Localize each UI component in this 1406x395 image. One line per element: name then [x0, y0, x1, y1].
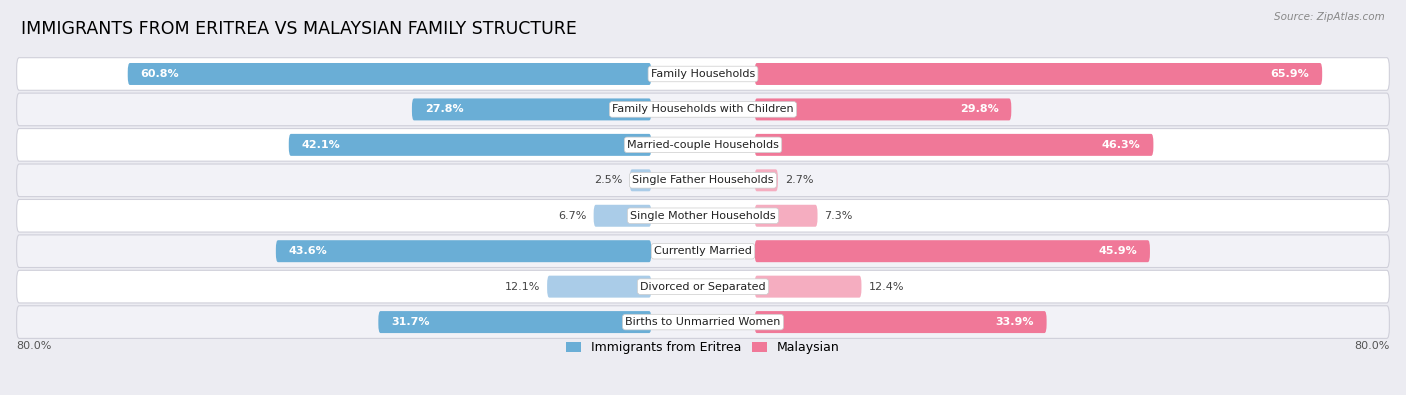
Text: 60.8%: 60.8%: [141, 69, 180, 79]
Text: 42.1%: 42.1%: [302, 140, 340, 150]
Text: IMMIGRANTS FROM ERITREA VS MALAYSIAN FAMILY STRUCTURE: IMMIGRANTS FROM ERITREA VS MALAYSIAN FAM…: [21, 20, 576, 38]
FancyBboxPatch shape: [755, 240, 1150, 262]
FancyBboxPatch shape: [755, 169, 778, 191]
FancyBboxPatch shape: [755, 311, 1046, 333]
FancyBboxPatch shape: [17, 199, 1389, 232]
Text: 12.1%: 12.1%: [505, 282, 540, 292]
Text: 29.8%: 29.8%: [960, 104, 998, 115]
Text: Source: ZipAtlas.com: Source: ZipAtlas.com: [1274, 12, 1385, 22]
Text: 27.8%: 27.8%: [425, 104, 464, 115]
FancyBboxPatch shape: [17, 270, 1389, 303]
Text: Single Father Households: Single Father Households: [633, 175, 773, 185]
Text: 2.5%: 2.5%: [595, 175, 623, 185]
FancyBboxPatch shape: [288, 134, 651, 156]
Text: Married-couple Households: Married-couple Households: [627, 140, 779, 150]
Text: 31.7%: 31.7%: [391, 317, 430, 327]
Text: 6.7%: 6.7%: [558, 211, 586, 221]
FancyBboxPatch shape: [17, 58, 1389, 90]
Text: Single Mother Households: Single Mother Households: [630, 211, 776, 221]
FancyBboxPatch shape: [17, 128, 1389, 161]
FancyBboxPatch shape: [378, 311, 651, 333]
Text: 46.3%: 46.3%: [1102, 140, 1140, 150]
FancyBboxPatch shape: [630, 169, 651, 191]
Text: 7.3%: 7.3%: [824, 211, 853, 221]
FancyBboxPatch shape: [755, 98, 1011, 120]
Text: 80.0%: 80.0%: [1354, 341, 1389, 351]
Text: Family Households with Children: Family Households with Children: [612, 104, 794, 115]
Text: 2.7%: 2.7%: [785, 175, 813, 185]
Text: 12.4%: 12.4%: [869, 282, 904, 292]
FancyBboxPatch shape: [547, 276, 651, 297]
FancyBboxPatch shape: [128, 63, 651, 85]
FancyBboxPatch shape: [593, 205, 651, 227]
Text: 45.9%: 45.9%: [1098, 246, 1137, 256]
FancyBboxPatch shape: [755, 134, 1153, 156]
FancyBboxPatch shape: [755, 205, 817, 227]
Text: Divorced or Separated: Divorced or Separated: [640, 282, 766, 292]
FancyBboxPatch shape: [412, 98, 651, 120]
Text: 65.9%: 65.9%: [1271, 69, 1309, 79]
Text: 80.0%: 80.0%: [17, 341, 52, 351]
FancyBboxPatch shape: [276, 240, 651, 262]
FancyBboxPatch shape: [17, 306, 1389, 339]
Legend: Immigrants from Eritrea, Malaysian: Immigrants from Eritrea, Malaysian: [561, 337, 845, 359]
FancyBboxPatch shape: [755, 63, 1322, 85]
FancyBboxPatch shape: [17, 235, 1389, 267]
Text: 33.9%: 33.9%: [995, 317, 1033, 327]
Text: Births to Unmarried Women: Births to Unmarried Women: [626, 317, 780, 327]
Text: Family Households: Family Households: [651, 69, 755, 79]
Text: Currently Married: Currently Married: [654, 246, 752, 256]
FancyBboxPatch shape: [17, 164, 1389, 197]
Text: 43.6%: 43.6%: [288, 246, 328, 256]
FancyBboxPatch shape: [17, 93, 1389, 126]
FancyBboxPatch shape: [755, 276, 862, 297]
